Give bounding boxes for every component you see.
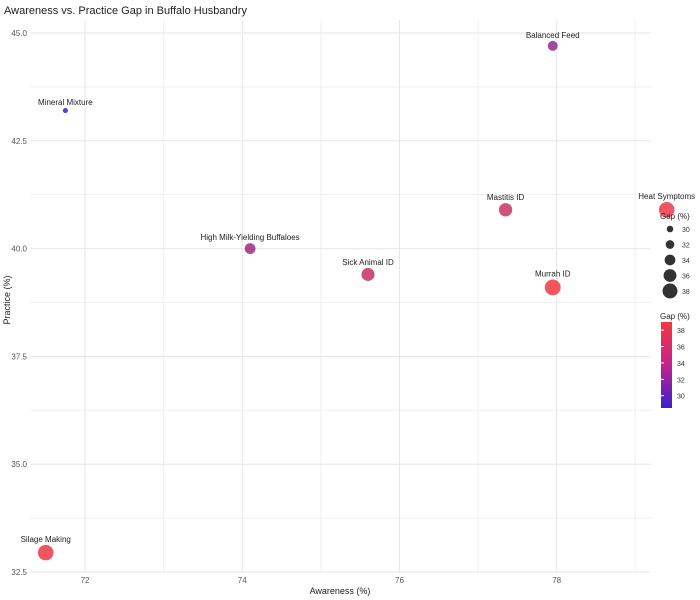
x-tick-label: 76: [395, 576, 404, 585]
size-legend-label: 30: [682, 227, 690, 234]
x-tick-label: 72: [81, 576, 90, 585]
x-axis-label: Awareness (%): [310, 586, 371, 596]
size-legend-label: 38: [682, 289, 690, 296]
plot-grid: [30, 20, 651, 573]
size-legend-label: 32: [682, 243, 690, 250]
color-legend: Gap (%) 38 36 34 32 30: [660, 312, 690, 408]
axis-ticks: 72 74 76 78 32.5 35.0 37.5 40.0 42.5 45.0: [11, 29, 561, 585]
size-legend-title: Gap (%): [660, 212, 690, 221]
size-legend-label: 36: [682, 274, 690, 281]
point-label: Mineral Mixture: [38, 98, 93, 107]
color-legend-label: 38: [677, 328, 685, 335]
point-label: Silage Making: [21, 535, 71, 544]
point-label: Balanced Feed: [526, 31, 580, 40]
color-legend-title: Gap (%): [660, 312, 690, 321]
point-label: Sick Animal ID: [342, 258, 394, 267]
size-legend: Gap (%) 30 32 34 36 38: [660, 212, 690, 299]
size-legend-key: [664, 254, 676, 266]
color-legend-label: 36: [677, 345, 685, 352]
data-point: [658, 202, 675, 218]
point-labels: Balanced Feed Mineral Mixture Mastitis ID H…: [21, 31, 696, 544]
point-label: High Milk-Yielding Buffaloes: [201, 233, 300, 242]
data-point: [544, 279, 561, 296]
y-tick-label: 35.0: [11, 460, 27, 469]
size-legend-label: 34: [682, 258, 690, 265]
point-label: Mastitis ID: [487, 193, 525, 202]
y-tick-label: 32.5: [11, 568, 27, 577]
chart-title: Awareness vs. Practice Gap in Buffalo Hu…: [4, 5, 247, 17]
size-legend-key: [665, 240, 675, 249]
x-tick-label: 74: [238, 576, 247, 585]
color-legend-label: 30: [677, 394, 685, 401]
y-tick-label: 42.5: [11, 137, 27, 146]
size-legend-key: [666, 225, 674, 233]
data-points: [37, 40, 675, 561]
size-legend-key: [663, 269, 677, 282]
data-point: [361, 267, 375, 281]
data-point: [244, 243, 256, 254]
size-legend-key: [662, 283, 678, 299]
y-tick-label: 37.5: [11, 352, 27, 361]
data-point: [547, 40, 558, 51]
y-tick-label: 45.0: [11, 29, 27, 38]
data-point: [37, 544, 54, 561]
point-label: Heat Symptoms: [638, 192, 695, 201]
color-legend-label: 32: [677, 377, 685, 384]
point-label: Murrah ID: [535, 269, 571, 278]
data-point: [62, 108, 68, 114]
x-tick-label: 78: [552, 576, 561, 585]
color-legend-label: 34: [677, 361, 685, 368]
y-axis-label: Practice (%): [2, 275, 12, 324]
y-tick-label: 40.0: [11, 245, 27, 254]
color-legend-bar: [661, 322, 672, 408]
data-point: [498, 203, 513, 217]
